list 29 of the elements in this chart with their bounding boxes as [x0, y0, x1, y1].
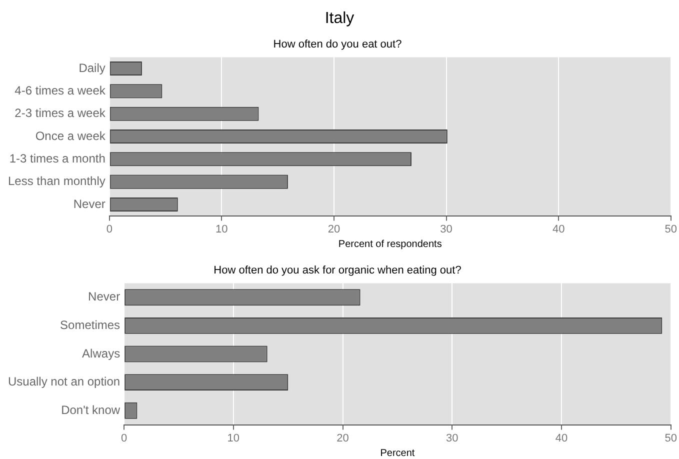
x-tick-label: 20 — [328, 223, 340, 236]
x-tick-label: 30 — [446, 432, 458, 444]
x-tick-label: 50 — [664, 223, 678, 236]
x-tick-label: 20 — [336, 432, 349, 444]
y-tick-label: Always — [82, 346, 120, 360]
y-tick-label: 2-3 times a week — [14, 106, 106, 120]
y-tick-label: Never — [88, 290, 120, 304]
x-tick-label: 10 — [227, 432, 240, 444]
x-tick-label: 40 — [552, 223, 565, 236]
x-tick-label: 30 — [440, 223, 452, 236]
chart-title: How often do you ask for organic when eating out? — [214, 264, 462, 277]
x-tick-label: 40 — [555, 432, 568, 444]
x-tick-label: 10 — [216, 223, 228, 236]
y-tick-label: Don't know — [61, 402, 120, 417]
y-tick-label: Daily — [78, 60, 106, 75]
x-axis-title: Percent of respondents — [338, 238, 442, 250]
chart-subtitle: How often do you eat out? — [273, 38, 402, 51]
x-tick-label: 50 — [664, 432, 678, 444]
y-tick-label: 4-6 times a week — [14, 84, 106, 98]
y-tick-label: Less than monthly — [8, 174, 106, 188]
y-tick-label: Never — [73, 196, 106, 211]
y-tick-label: Usually not an option — [8, 374, 120, 389]
x-axis-title: Percent — [380, 448, 415, 459]
chart-title: Italy — [324, 10, 356, 28]
y-tick-label: Once a week — [35, 128, 106, 143]
x-tick-label: 0 — [121, 432, 128, 444]
y-tick-label: 1-3 times a month — [9, 151, 106, 166]
y-tick-label: Sometimes — [60, 318, 120, 332]
x-tick-label: 0 — [106, 223, 112, 236]
